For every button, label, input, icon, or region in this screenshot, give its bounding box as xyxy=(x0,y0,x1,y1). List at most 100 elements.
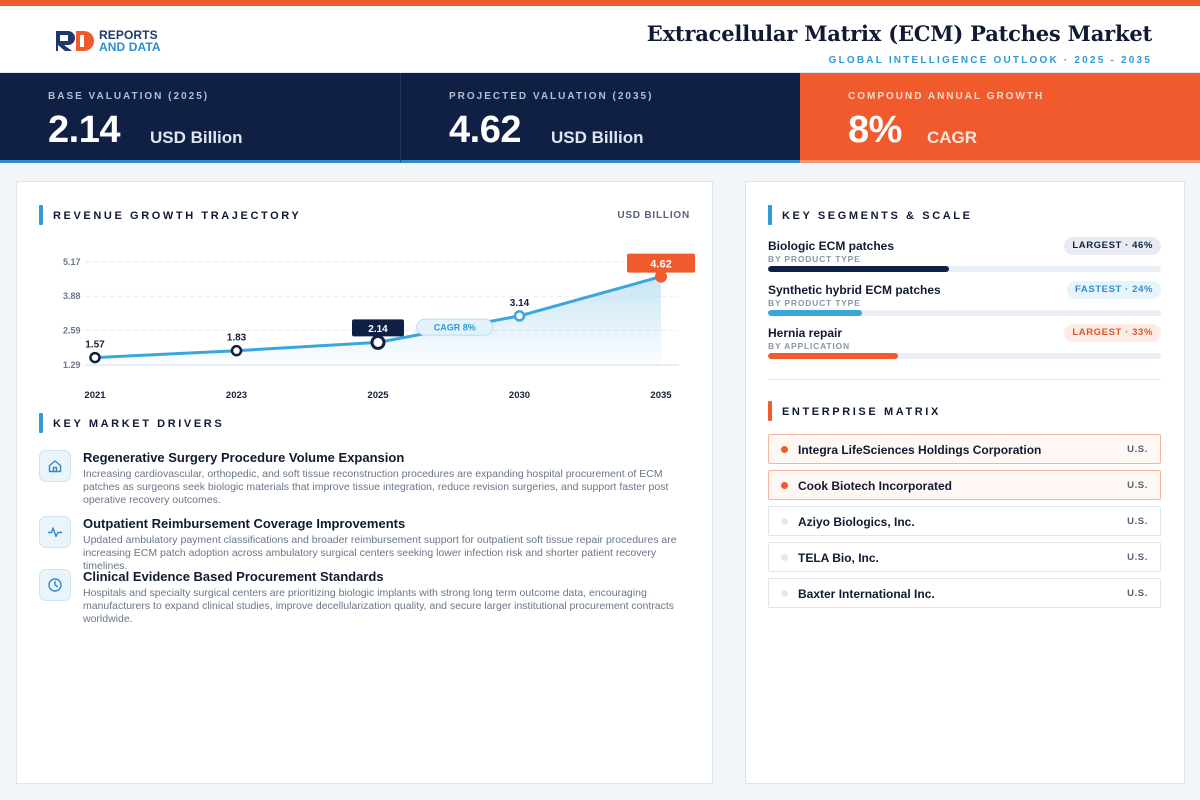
enterprise-name: Integra LifeSciences Holdings Corporatio… xyxy=(798,443,1042,457)
chart-y-tick-label: 2.59 xyxy=(63,325,81,335)
enterprise-row[interactable]: Aziyo Biologics, Inc. U.S. xyxy=(768,506,1161,536)
chart-x-tick-label: 2021 xyxy=(84,390,106,401)
clock-icon xyxy=(39,569,71,601)
kpi-label: PROJECTED VALUATION (2035) xyxy=(449,91,654,102)
segment-badge: LARGEST · 33% xyxy=(1064,324,1161,342)
kpi-value: 2.14 xyxy=(48,109,120,151)
status-dot-icon xyxy=(781,482,788,489)
brand-line-1: REPORTS xyxy=(99,28,158,42)
cagr-annotation-label: CAGR 8% xyxy=(434,323,476,333)
enterprise-country: U.S. xyxy=(1127,444,1148,455)
kpi-base-valuation: BASE VALUATION (2025) 2.14 USD Billion xyxy=(0,73,400,163)
enterprise-row[interactable]: TELA Bio, Inc. U.S. xyxy=(768,542,1161,572)
kpi-value: 8% xyxy=(848,109,902,151)
driver-description: Increasing cardiovascular, orthopedic, a… xyxy=(83,468,669,506)
kpi-unit: USD Billion xyxy=(551,128,644,147)
chart-data-label-badge xyxy=(627,253,695,273)
kpi-unit: CAGR xyxy=(927,128,978,147)
segment-bar-track xyxy=(768,353,1161,359)
brand-line-2: AND DATA xyxy=(99,40,161,54)
page-title: Extracellular Matrix (ECM) Patches Marke… xyxy=(646,21,1152,46)
segment-item: Hernia repair BY APPLICATION LARGEST · 3… xyxy=(768,324,1161,366)
page-subtitle: GLOBAL INTELLIGENCE OUTLOOK · 2025 - 203… xyxy=(828,55,1152,66)
enterprise-row[interactable]: Baxter International Inc. U.S. xyxy=(768,578,1161,608)
enterprise-name: Baxter International Inc. xyxy=(798,587,935,601)
chart-point xyxy=(370,334,386,350)
chart-data-label: 3.14 xyxy=(510,298,530,309)
driver-description: Updated ambulatory payment classificatio… xyxy=(83,534,677,572)
chart-data-label: 4.62 xyxy=(650,259,671,271)
enterprise-country: U.S. xyxy=(1127,588,1148,599)
cagr-annotation-pill xyxy=(416,318,494,336)
segments-title: KEY SEGMENTS & SCALE xyxy=(768,205,973,225)
chart-point xyxy=(89,351,101,364)
section-divider xyxy=(768,379,1161,380)
segment-bar-fill xyxy=(768,266,949,272)
segment-badge: FASTEST · 24% xyxy=(1066,281,1161,299)
enterprise-country: U.S. xyxy=(1127,552,1148,563)
revenue-card: REVENUE GROWTH TRAJECTORY USD BILLION 5.… xyxy=(16,181,713,784)
revenue-unit: USD BILLION xyxy=(617,210,690,221)
enterprise-name: Aziyo Biologics, Inc. xyxy=(798,515,915,529)
driver-title: Clinical Evidence Based Procurement Stan… xyxy=(83,569,384,584)
chart-area-fill xyxy=(95,276,661,365)
kpi-label: BASE VALUATION (2025) xyxy=(48,91,210,102)
chart-point xyxy=(230,344,243,357)
enterprise-row[interactable]: Cook Biotech Incorporated U.S. xyxy=(768,470,1161,500)
rd-logo-icon xyxy=(56,31,94,51)
chart-y-tick-label: 1.29 xyxy=(63,360,81,370)
chart-data-label: 2.14 xyxy=(368,324,388,335)
revenue-line-chart: 5.17 3.88 2.59 1.29 CAGR 8% 1.57 1.83 2.14 3.1… xyxy=(63,253,695,401)
segment-item: Synthetic hybrid ECM patches BY PRODUCT … xyxy=(768,281,1161,323)
segments-card: KEY SEGMENTS & SCALE Biologic ECM patche… xyxy=(745,181,1185,784)
segment-category: BY PRODUCT TYPE xyxy=(768,298,861,308)
enterprise-title: ENTERPRISE MATRIX xyxy=(768,401,941,421)
kpi-unit: USD Billion xyxy=(150,128,243,147)
segment-badge: LARGEST · 46% xyxy=(1064,237,1161,255)
chart-point xyxy=(655,270,667,283)
kpi-value: 4.62 xyxy=(449,109,521,151)
status-dot-icon xyxy=(781,518,788,525)
enterprise-country: U.S. xyxy=(1127,516,1148,527)
chart-x-tick-label: 2035 xyxy=(650,390,672,401)
chart-data-label-badge xyxy=(352,319,404,337)
enterprise-name: Cook Biotech Incorporated xyxy=(798,479,953,493)
segment-bar-track xyxy=(768,266,1161,272)
brand-logo[interactable]: REPORTS AND DATA xyxy=(54,28,161,54)
chart-x-tick-label: 2025 xyxy=(367,390,389,401)
driver-title: Outpatient Reimbursement Coverage Improv… xyxy=(83,516,406,531)
segment-name: Biologic ECM patches xyxy=(768,239,895,253)
kpi-strip: BASE VALUATION (2025) 2.14 USD Billion P… xyxy=(0,73,1200,163)
enterprise-name: TELA Bio, Inc. xyxy=(798,551,879,565)
enterprise-country: U.S. xyxy=(1127,480,1148,491)
revenue-title: REVENUE GROWTH TRAJECTORY xyxy=(39,205,301,225)
brand-name: REPORTS AND DATA xyxy=(99,29,161,53)
chart-data-label: 1.57 xyxy=(85,340,105,351)
segment-name: Hernia repair xyxy=(768,326,843,340)
segment-bar-fill xyxy=(768,310,863,316)
chart-point xyxy=(513,310,526,322)
header: REPORTS AND DATA Extracellular Matrix (E… xyxy=(0,6,1200,73)
segment-bar-fill xyxy=(768,353,898,359)
home-icon xyxy=(39,450,71,482)
segment-bar-track xyxy=(768,310,1161,316)
enterprise-row[interactable]: Integra LifeSciences Holdings Corporatio… xyxy=(768,434,1161,464)
driver-description: Hospitals and specialty surgical centers… xyxy=(83,587,675,625)
chart-x-tick-label: 2030 xyxy=(509,390,530,401)
status-dot-icon xyxy=(781,554,788,561)
pulse-icon xyxy=(39,516,71,548)
segment-category: BY PRODUCT TYPE xyxy=(768,254,861,264)
status-dot-icon xyxy=(781,590,788,597)
segment-name: Synthetic hybrid ECM patches xyxy=(768,283,941,297)
chart-data-label: 1.83 xyxy=(227,333,247,344)
kpi-cagr: COMPOUND ANNUAL GROWTH 8% CAGR xyxy=(800,73,1200,163)
chart-x-tick-label: 2023 xyxy=(226,390,247,401)
kpi-projected-valuation: PROJECTED VALUATION (2035) 4.62 USD Bill… xyxy=(400,73,800,163)
chart-y-tick-label: 5.17 xyxy=(63,257,81,267)
status-dot-icon xyxy=(781,446,788,453)
segment-category: BY APPLICATION xyxy=(768,341,850,351)
driver-title: Regenerative Surgery Procedure Volume Ex… xyxy=(83,450,405,465)
drivers-title: KEY MARKET DRIVERS xyxy=(39,413,224,433)
chart-y-tick-label: 3.88 xyxy=(63,291,81,301)
kpi-label: COMPOUND ANNUAL GROWTH xyxy=(848,91,1045,102)
